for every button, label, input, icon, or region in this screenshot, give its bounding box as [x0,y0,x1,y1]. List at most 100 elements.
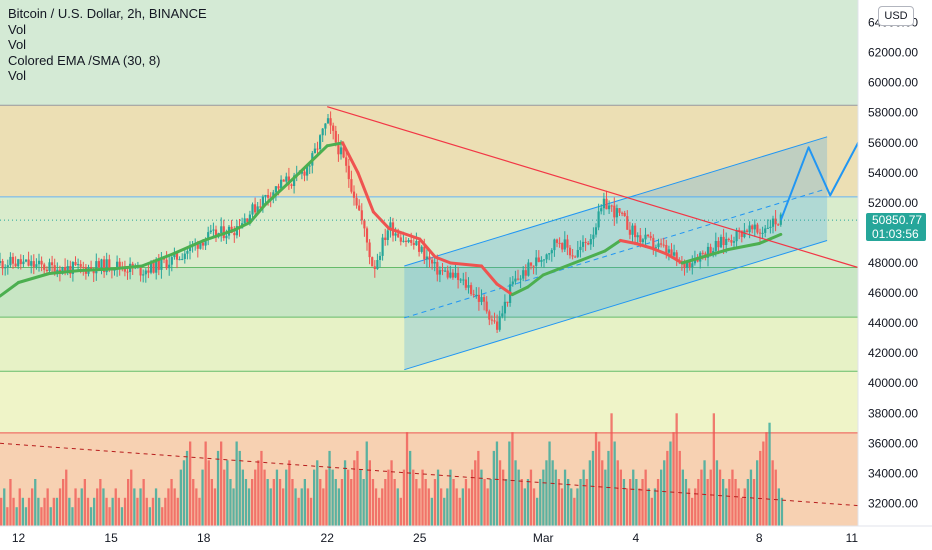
candle-body [402,240,405,242]
candle-body [511,281,514,285]
volume-bar [492,450,495,526]
currency-button[interactable]: USD [878,6,914,26]
ema-segment [696,248,730,260]
candle-body [459,279,462,281]
volume-bar [195,488,198,526]
candle-body [428,256,431,260]
volume-bar [647,488,650,526]
y-tick-label: 60000.00 [868,76,918,90]
volume-bar [752,479,756,526]
volume-bar [641,479,644,526]
candle-body [589,239,592,245]
candle-body [537,257,540,262]
volume-bar [374,488,378,526]
candle-body [673,252,676,256]
candle-body [516,278,520,280]
volume-bar [275,469,279,526]
volume-bar [343,460,347,527]
volume-bar [334,479,337,526]
ema-segment [341,141,360,175]
candle-body [532,265,535,267]
volume-bar [127,479,130,526]
candle-body [397,233,400,238]
symbol-title[interactable]: Bitcoin / U.S. Dollar, 2h, BINANCE [8,6,207,21]
volume-bar [734,479,737,526]
volume-bar [567,479,570,526]
volume-bar [291,479,294,526]
candle-body [425,256,428,260]
volume-bar [585,479,588,526]
volume-bar [167,488,170,526]
candle-body [665,245,668,253]
candle-body [587,243,590,245]
volume-bar [691,497,694,526]
candle-body [51,262,54,266]
indicator-label-vol-1[interactable]: Vol [8,21,27,37]
candle-body [618,208,621,213]
indicator-label-vol-2[interactable]: Vol [8,37,27,52]
candle-body [155,259,158,273]
x-tick-label: 22 [321,531,335,545]
candle-body [290,184,293,186]
candle-body [675,252,678,261]
volume-bar [505,479,508,526]
volume-bar [508,441,511,526]
volume-bar [616,460,619,527]
candle-body [644,234,647,240]
indicator-label-vol-3[interactable]: Vol [8,68,27,83]
candle-body [277,186,280,189]
candle-body [199,242,202,249]
volume-bar [777,488,780,526]
volume-bar [37,497,40,526]
candle-body [519,278,522,280]
ema-segment [171,239,206,256]
volume-bar [570,488,573,526]
volume-bar [607,450,610,526]
volume-bar [49,507,52,526]
candle-body [555,239,559,243]
candle-body [147,270,150,273]
volume-bar [427,488,430,526]
candle-body [175,252,179,260]
volume-bar [6,507,9,526]
volume-bar [433,479,437,526]
candle-body [529,262,533,266]
candle-body [11,256,15,264]
volume-bar [557,479,560,526]
volume-bar [387,469,390,526]
volume-bar [622,479,626,526]
candle-body [449,272,452,278]
candle-body [542,259,546,261]
indicator-label-ema[interactable]: Colored EMA /SMA (30, 8) [8,52,161,68]
candle-body [756,224,759,233]
candle-body [662,244,665,246]
volume-bar [111,497,114,526]
ema-segment [325,141,345,148]
ema-segment [603,239,622,253]
volume-bar [638,488,641,526]
volume-bar [232,488,235,526]
candle-body [605,198,608,210]
candle-body [732,241,736,243]
candle-body [142,274,145,276]
volume-bar [58,488,62,526]
candle-body [126,271,129,273]
volume-bar [511,432,514,526]
volume-bar [257,460,260,527]
volume-bar [619,469,622,526]
x-tick-label: 11 [846,531,859,545]
candle-body [722,236,725,245]
volume-bar [93,497,96,526]
volume-bar [238,450,241,526]
candle-body [568,247,572,256]
volume-bar [86,497,90,526]
ema-segment [618,239,638,245]
volume-bar [347,469,350,526]
y-tick-label: 34000.00 [868,466,918,480]
candle-body [313,148,316,154]
candle-body [412,242,415,246]
ema-segment [371,210,391,230]
volume-bar [514,460,517,527]
volume-bar [263,469,266,526]
